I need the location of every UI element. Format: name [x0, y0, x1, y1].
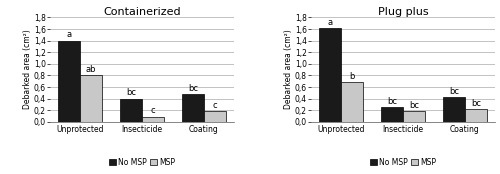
Title: Containerized: Containerized — [103, 7, 181, 17]
Bar — [444, 97, 465, 122]
Bar — [120, 99, 142, 122]
Bar — [341, 82, 363, 122]
Legend: No MSP, MSP: No MSP, MSP — [106, 155, 178, 170]
Title: Plug plus: Plug plus — [378, 7, 428, 17]
Bar — [182, 94, 204, 122]
Text: bc: bc — [471, 99, 481, 108]
Y-axis label: Debarked area (cm²): Debarked area (cm²) — [24, 30, 32, 109]
Bar — [320, 28, 341, 122]
Text: bc: bc — [188, 84, 198, 93]
Text: bc: bc — [409, 101, 419, 110]
Legend: No MSP, MSP: No MSP, MSP — [367, 155, 439, 170]
Text: bc: bc — [387, 97, 397, 106]
Text: c: c — [150, 106, 155, 115]
Text: bc: bc — [449, 87, 459, 96]
Bar — [80, 75, 102, 122]
Text: ab: ab — [86, 65, 96, 74]
Bar — [382, 107, 403, 122]
Bar — [204, 111, 226, 122]
Text: b: b — [350, 72, 354, 81]
Bar — [403, 111, 424, 122]
Bar — [58, 41, 80, 122]
Bar — [142, 117, 164, 122]
Text: bc: bc — [126, 88, 136, 97]
Text: c: c — [212, 101, 217, 110]
Text: a: a — [66, 30, 72, 39]
Bar — [465, 109, 486, 122]
Y-axis label: Debarked area (cm²): Debarked area (cm²) — [284, 30, 294, 109]
Text: a: a — [328, 18, 333, 27]
